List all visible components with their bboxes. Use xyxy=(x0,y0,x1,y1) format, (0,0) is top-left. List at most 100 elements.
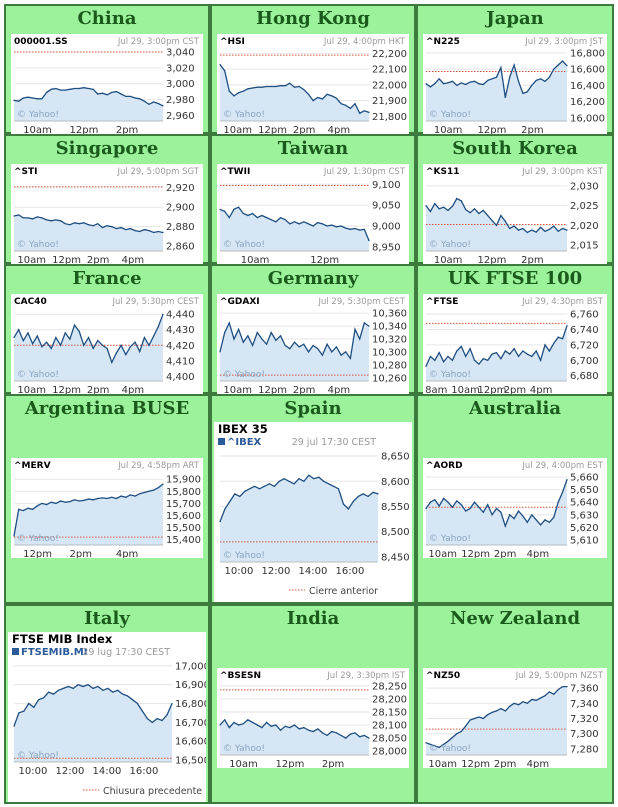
x-tick-label: 16:00 xyxy=(130,766,159,777)
data-point xyxy=(224,210,226,212)
data-point xyxy=(321,354,323,356)
data-point xyxy=(73,87,76,90)
data-point xyxy=(247,214,249,217)
y-tick-label: 3,020 xyxy=(166,63,195,74)
y-tick-label: 7,280 xyxy=(570,744,599,755)
data-point xyxy=(434,203,436,205)
data-point xyxy=(359,338,361,340)
data-point xyxy=(553,693,555,695)
x-tick-label: 12:00 xyxy=(56,766,85,777)
data-point xyxy=(106,225,108,227)
data-point xyxy=(531,229,533,231)
data-point xyxy=(425,507,427,510)
data-point xyxy=(148,344,150,346)
chart-southkorea[interactable]: 2,030 2,025 2,020 2,015 10am 12pm 2pm © Yahoo! ^… xyxy=(423,164,607,264)
data-point xyxy=(447,355,449,357)
data-point xyxy=(367,495,369,497)
cell-japan: Japan 16,800 16,600 16,400 16,200 16,000 10am 1… xyxy=(416,4,614,134)
chart-uk[interactable]: 6,760 6,740 6,720 6,700 6,680 8am 10am 12pm 2pm 4… xyxy=(423,294,607,394)
data-point xyxy=(252,87,254,89)
data-point xyxy=(340,103,342,105)
timestamp-label: Jul 29, 3:00pm JST xyxy=(524,37,604,47)
area-fill xyxy=(14,684,172,762)
data-point xyxy=(443,206,445,208)
y-tick-label: 9,000 xyxy=(372,221,401,232)
region-title: Australia xyxy=(469,398,561,419)
data-point xyxy=(340,354,342,356)
data-point xyxy=(313,478,315,480)
data-point xyxy=(460,345,462,347)
data-point xyxy=(535,350,537,352)
yahoo-watermark: © Yahoo! xyxy=(17,240,59,250)
data-point xyxy=(522,515,524,517)
symbol-label: ^GDAXI xyxy=(220,297,260,307)
x-tick-label: 2pm xyxy=(521,125,543,134)
x-tick-label: 10am xyxy=(17,255,46,264)
data-point xyxy=(557,336,559,338)
data-point xyxy=(129,228,131,230)
data-point xyxy=(434,745,436,747)
data-point xyxy=(73,499,76,501)
cell-hongkong: Hong Kong 22,200 22,100 22,000 21,900 21,800 1… xyxy=(210,4,416,134)
chart-spain[interactable]: 8,650 8,600 8,550 8,500 8,450 10:00 12:00 14:00… xyxy=(214,422,412,602)
symbol-label: ^IBEX xyxy=(227,437,262,448)
data-point xyxy=(526,91,528,93)
x-tick-label: 10am xyxy=(434,255,463,264)
y-tick-label: 15,800 xyxy=(166,487,201,498)
chart-france[interactable]: 4,440 4,430 4,420 4,410 4,400 10am 12pm 2pm 4pm ©… xyxy=(11,294,203,394)
chart-china[interactable]: 3,040 3,020 3,000 2,980 2,960 10am 12pm 2pm © Ya… xyxy=(11,34,203,134)
chart-germany[interactable]: 10,360 10,340 10,320 10,300 10,280 10,260 10am… xyxy=(217,294,409,394)
x-tick-label: 10am xyxy=(229,759,258,768)
chart-svg: 4,440 4,430 4,420 4,410 4,400 10am 12pm 2pm 4pm ©… xyxy=(13,297,200,394)
cell-italy: Italy 17,000 16,900 16,800 16,700 16,600 16,50… xyxy=(4,604,210,804)
y-tick-label: 28,050 xyxy=(372,734,407,745)
data-point xyxy=(312,730,314,733)
data-point xyxy=(69,338,71,340)
data-point xyxy=(544,519,546,521)
data-point xyxy=(460,82,462,84)
chart-singapore[interactable]: 2,920 2,900 2,880 2,860 10am 12pm 2pm 4pm © Yaho… xyxy=(11,164,203,264)
data-point xyxy=(32,508,34,510)
data-point xyxy=(326,734,328,736)
data-point xyxy=(139,493,141,495)
data-point xyxy=(553,342,555,344)
data-point xyxy=(283,478,285,480)
data-point xyxy=(557,501,559,503)
region-title: Germany xyxy=(267,268,359,289)
data-point xyxy=(261,338,263,340)
data-point xyxy=(78,223,80,225)
chart-hongkong[interactable]: 22,200 22,100 22,000 21,900 21,800 10am 12pm 2p… xyxy=(217,34,409,134)
data-point xyxy=(148,230,150,232)
data-point xyxy=(500,66,502,69)
y-tick-label: 10,320 xyxy=(372,335,407,346)
timestamp-label: Jul 29, 3:30pm IST xyxy=(326,671,406,681)
data-point xyxy=(228,322,230,324)
cell-southkorea: South Korea 2,030 2,025 2,020 2,015 10am 12pm 2… xyxy=(416,134,614,264)
y-tick-label: 28,150 xyxy=(372,707,407,718)
data-point xyxy=(78,330,80,332)
data-point xyxy=(41,217,43,219)
data-point xyxy=(129,95,131,97)
chart-australia[interactable]: 5,660 5,650 5,640 5,630 5,620 5,610 10am 12pm 2p… xyxy=(423,458,607,558)
data-point xyxy=(298,223,300,225)
chart-italy[interactable]: 17,000 16,900 16,800 16,700 16,600 16,500 10:0… xyxy=(8,632,206,802)
area-fill xyxy=(426,61,567,121)
data-point xyxy=(337,488,340,490)
data-point xyxy=(266,343,268,345)
data-point xyxy=(438,505,440,507)
chart-india[interactable]: 28,250 28,200 28,150 28,100 28,050 28,000 10am… xyxy=(217,668,409,768)
data-point xyxy=(465,83,467,86)
data-point xyxy=(460,730,462,732)
data-point xyxy=(321,732,323,734)
yahoo-watermark: © Yahoo! xyxy=(429,110,471,120)
data-point xyxy=(487,714,489,716)
data-point xyxy=(258,488,261,490)
x-tick-label: 2pm xyxy=(87,385,109,394)
area-fill xyxy=(14,215,163,251)
chart-japan[interactable]: 16,800 16,600 16,400 16,200 16,000 10am 12pm 2p… xyxy=(423,34,607,134)
data-point xyxy=(562,338,564,340)
chart-newzealand[interactable]: 7,360 7,340 7,320 7,300 7,280 10am 12pm 2pm 4pm ©… xyxy=(423,668,607,768)
chart-taiwan[interactable]: 9,100 9,050 9,000 8,950 10am 12pm © Yahoo! ^TWI… xyxy=(217,164,409,264)
chart-argentina[interactable]: 15,900 15,800 15,700 15,600 15,500 15,400 12pm… xyxy=(11,458,203,558)
data-point xyxy=(352,500,354,502)
